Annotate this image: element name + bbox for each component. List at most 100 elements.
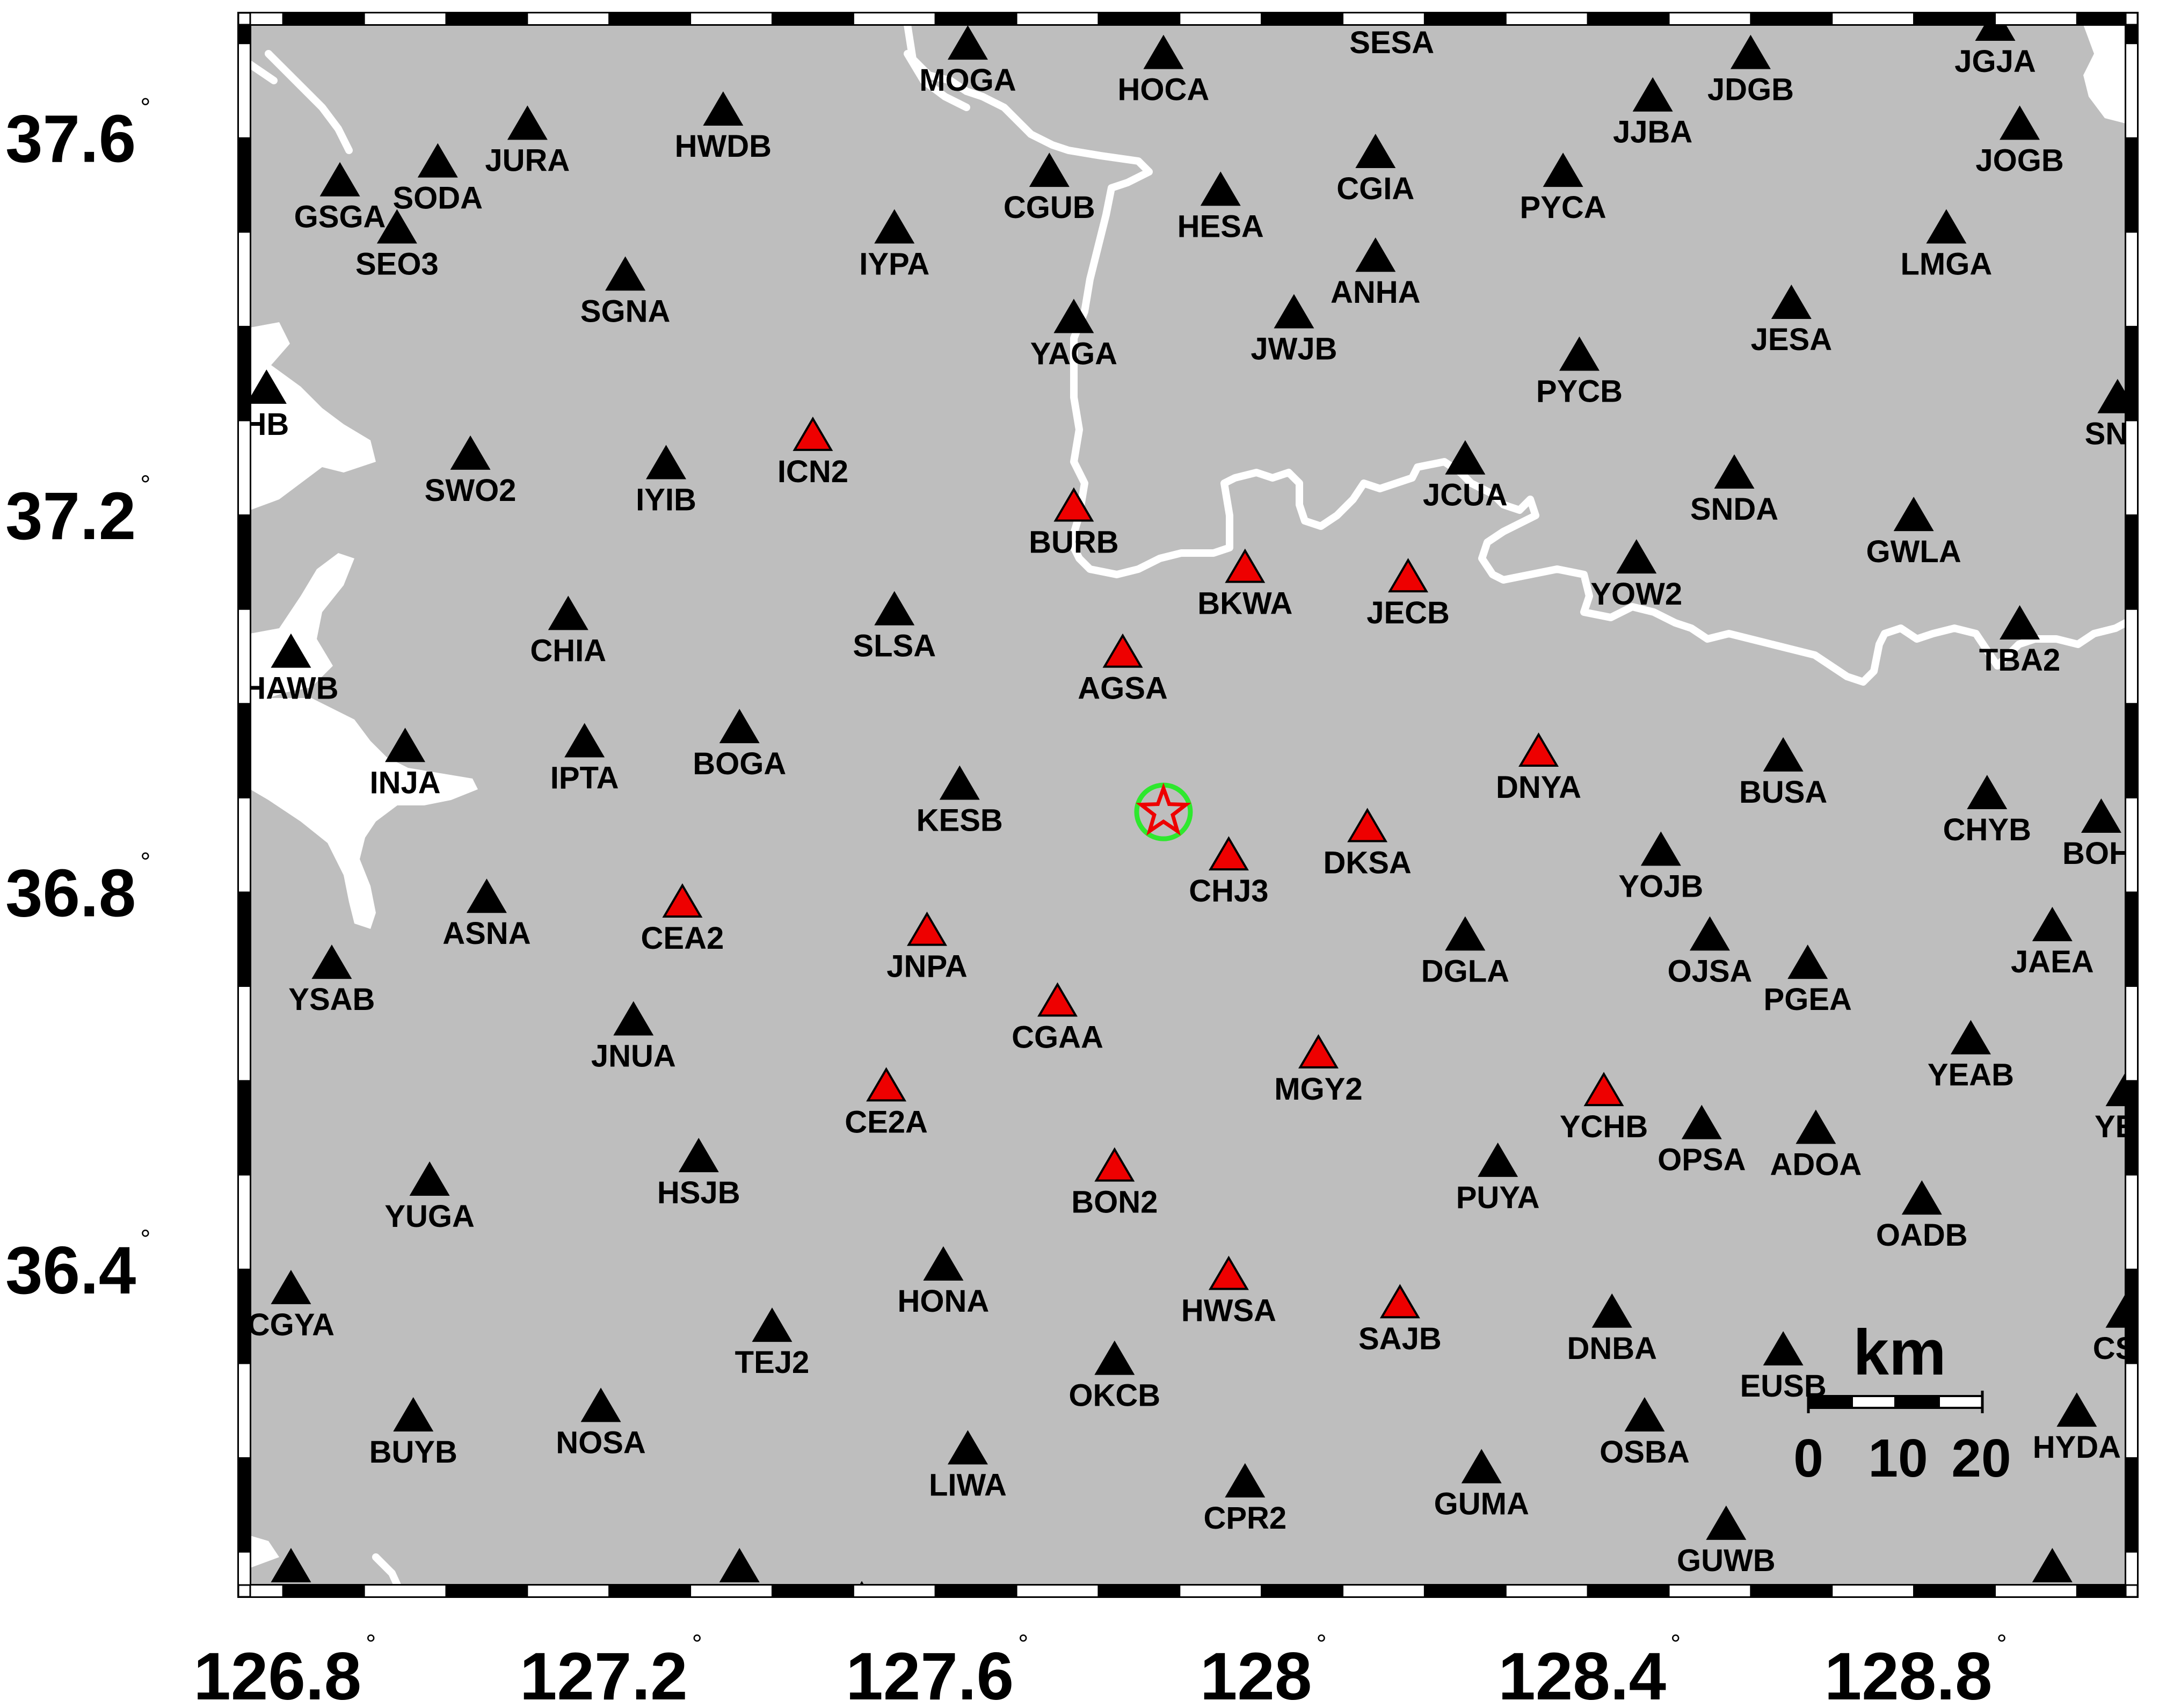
station-chyb: CHYB [1943,775,2031,847]
frame-band-bottom [1668,1585,1751,1597]
station-triangle-icon [2000,605,2040,639]
station-buyb: BUYB [369,1397,457,1470]
frame-band-top [1342,12,1425,25]
frame-band-top [1179,12,1262,25]
station-puya: PUYA [1456,1142,1540,1215]
station-label: PGEA [1764,982,1852,1017]
station-ojsa: OJSA [1667,916,1752,989]
station-label: SNC [2085,417,2150,452]
frame-band-right [2125,703,2138,798]
station-triangle-icon [2000,105,2040,140]
station-iyib: IYIB [636,445,696,517]
frame-band-bottom [1750,1585,1833,1597]
station-triangle-icon [1379,1284,1420,1319]
station-label: HB [244,407,289,442]
station-label: YOJB [1618,869,1703,904]
station-triangle-icon [1689,916,1730,951]
frame-band-right [2125,137,2138,233]
coastline-river-mouth [372,1553,401,1585]
station-jgja: JGJA [1954,25,2036,79]
station-triangle-icon [385,728,426,762]
station-tba2: TBA2 [1979,605,2060,678]
station-icn2: ICN2 [777,416,848,489]
station-triangle-icon [1143,34,1184,69]
station-label: LMGA [1901,247,1993,282]
frame-band-bottom [1097,1585,1181,1597]
station-swo2: SWO2 [425,435,516,508]
station-label: DNBA [1567,1331,1657,1366]
scale-label-20: 20 [1951,1428,2011,1488]
epicenter-star-icon [1136,782,1191,836]
station-ysab: YSAB [288,944,375,1017]
frame-band-left [238,43,251,139]
station-triangle-icon [1461,1449,1502,1484]
frame-band-right [2125,514,2138,610]
frame-band-top [282,12,365,25]
station-burb: BURB [1029,487,1119,560]
frame-band-right [2125,1457,2138,1553]
lat-tick-label: 36.4 ° [5,1225,151,1308]
station-triangle-icon [1298,1034,1339,1069]
frame-band-left [238,1268,251,1364]
station-triangle-icon [2105,1072,2126,1107]
station-label: HONA [898,1284,990,1319]
station-label: CGIA [1336,171,1414,206]
station-hwsa: HWSA [1181,1255,1276,1328]
station-triangle-icon [1730,34,1771,69]
station-label: JCUA [1423,478,1508,513]
station-label: AGSA [1078,671,1168,706]
station-triangle-icon [1225,1463,1266,1498]
coastline-northwest [250,50,353,154]
station-label: HESA [1177,209,1264,244]
station-label: SGNA [580,294,671,329]
station-seca: SECA [271,1547,311,1582]
station-label: JWJB [1251,332,1337,367]
frame-corner [2125,12,2139,26]
station-triangle-icon [947,1430,988,1465]
station-hyda: HYDA [2033,1392,2121,1465]
west-sea-upper [250,322,376,510]
station-triangle-icon [2105,1293,2126,1328]
frame-band-left [238,325,251,421]
station-triangle-icon [605,256,646,291]
station-ipta: IPTA [550,723,619,795]
frame-band-right [2125,986,2138,1081]
station-chia: CHIA [530,595,606,668]
station-yeab: YEAB [1928,1020,2014,1093]
station-yojb: YOJB [1618,831,1703,904]
station-triangle-icon [580,1387,621,1422]
station-seo3: SEO3 [355,209,439,282]
axis-labels: 126.8 ° 127.2 ° 127.6 ° 128 ° 128.4 ° 128.8 °37.6 °3… [5,94,2007,1708]
station-label: IYIB [636,482,696,517]
station-label: HAWB [243,671,338,706]
station-triangle-icon [939,765,980,800]
scale-bar: km 0 10 20 [1793,1317,2011,1488]
station-label: MGY2 [1274,1072,1362,1107]
station-label: IPTA [550,760,619,795]
frame-band-top [1261,12,1344,25]
station-triangle-icon [548,595,588,630]
lat-tick-text: 37.6 [5,102,136,177]
station-label: OADB [1876,1218,1968,1253]
frame-corner [237,1584,251,1598]
frame-band-bottom [1016,1585,1099,1597]
station-label: SAJB [1358,1321,1442,1356]
station-label: ICN2 [777,454,848,489]
station-label: INJA [369,765,440,800]
station-triangle-icon [1624,1397,1665,1431]
frame-band-right [2125,1551,2138,1586]
lat-tick-text: 37.2 [5,479,136,554]
station-label: KESB [917,803,1003,838]
station-triangle-icon [271,633,311,668]
lon-tick-text: 126.8 [193,1639,361,1708]
station-ce2a: CE2A [845,1067,928,1139]
station-triangle-icon [1208,1255,1249,1290]
station-label: ADOA [1770,1147,1862,1182]
station-triangle-icon [1355,237,1396,272]
frame-band-right [2125,1363,2138,1458]
station-hesa: HESA [1177,171,1264,244]
station-agsa: AGSA [1078,633,1168,706]
station-triangle-icon [1787,944,1828,979]
station-triangle-icon [1478,1142,1518,1177]
station-pyca: PYCA [1520,152,1606,225]
